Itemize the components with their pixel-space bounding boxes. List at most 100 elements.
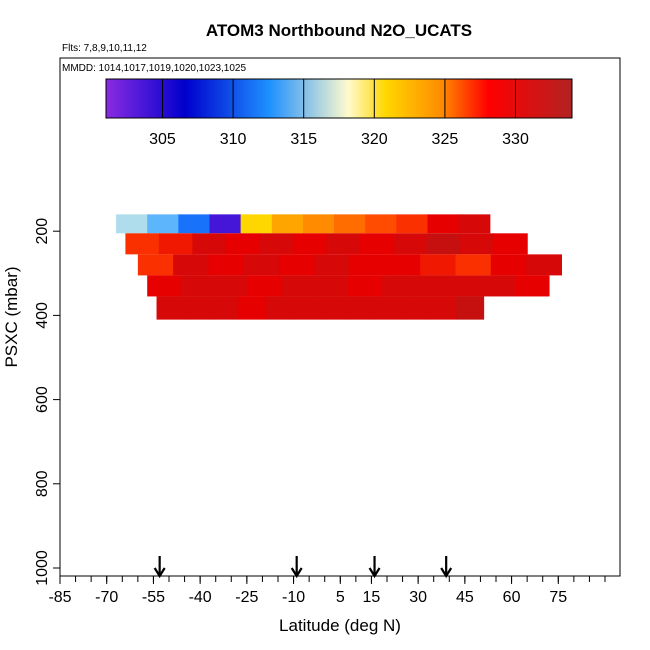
chart-title: ATOM3 Northbound N2O_UCATS [206,21,472,40]
heatmap-cell [259,233,294,255]
down-arrow-icon [368,556,381,579]
colorbar-tick-label: 305 [149,131,176,148]
heatmap-cell [314,275,349,297]
heatmap-cell [334,214,366,234]
heatmap-cell [238,296,267,320]
latitude-arrows [153,556,453,579]
heatmap-cell [265,296,294,320]
heatmap-cell [225,233,260,255]
x-tick-label: -25 [235,589,258,606]
x-tick-label: 60 [503,589,521,606]
heatmap-cell [393,233,428,255]
heatmap-cell [279,254,315,276]
heatmap-cell [458,214,491,234]
heatmap-cell [302,214,335,234]
flights-label: Flts: 7,8,9,10,11,12 [62,43,147,54]
heatmap-cell [292,296,321,320]
x-tick-label: 45 [456,589,474,606]
colorbar-ticks: 305 310 315 320 325 330 [149,79,529,148]
heatmap-cell [271,214,304,234]
heatmap-cell [208,254,245,276]
heatmap-cell [415,275,450,297]
heatmap-cell [240,214,273,234]
heatmap-cell [137,254,174,276]
heatmap-cell [180,275,215,297]
heatmap-cell [381,275,416,297]
heatmap-cell [209,214,242,234]
colorbar-tick-label: 310 [220,131,247,148]
heatmap-cell [156,296,185,320]
x-tick-label: 5 [336,589,345,606]
heatmap-cells [116,214,562,320]
heatmap-cell [526,254,562,276]
heatmap-cell [292,233,327,255]
heatmap-cell [183,296,212,320]
heatmap-cell [481,275,517,297]
colorbar-tick-label: 325 [432,131,459,148]
heatmap-cell [349,254,386,276]
heatmap-cell [384,254,421,276]
heatmap-cell [426,233,461,255]
heatmap-cell [243,254,280,276]
heatmap-cell [515,275,550,297]
heatmap-cell [490,254,527,276]
heatmap-cell [116,214,148,234]
colorbar-gradient [105,78,573,119]
heatmap-cell [347,296,376,320]
heatmap-cell [247,275,282,297]
x-tick-label: -10 [282,589,305,606]
colorbar: 305 310 315 320 325 330 [105,78,573,148]
down-arrow-icon [440,556,453,579]
x-tick-label: 75 [549,589,567,606]
x-tick-label: -70 [95,589,118,606]
heatmap-cell [493,233,528,255]
y-axis: 200 400 600 800 1000 [34,218,60,586]
heatmap-cell [448,275,483,297]
y-tick-label: 800 [34,470,51,497]
heatmap-cell [429,296,457,320]
heatmap-cell [214,275,249,297]
heatmap-cell [456,296,485,320]
x-axis: -85 -70 -55 -40 -25 -10 5 15 30 45 60 75 [48,576,606,606]
heatmap-cell [427,214,460,234]
colorbar-tick-label: 315 [290,131,317,148]
heatmap-cell [281,275,316,297]
y-tick-label: 600 [34,386,51,413]
x-tick-label: -85 [48,589,71,606]
x-tick-label: 15 [363,589,381,606]
heatmap-cell [359,233,394,255]
x-axis-label: Latitude (deg N) [279,616,401,635]
colorbar-tick-label: 330 [502,131,529,148]
y-tick-label: 1000 [34,550,51,586]
heatmap-cell [396,214,429,234]
heatmap-cell [314,254,351,276]
heatmap-cell [211,296,239,320]
heatmap-cell [365,214,397,234]
heatmap-cell [158,233,193,255]
y-axis-label: PSXC (mbar) [2,266,21,367]
heatmap-cell [320,296,348,320]
dates-label: MMDD: 1014,1017,1019,1020,1023,1025 [62,63,246,74]
colorbar-tick-label: 320 [361,131,388,148]
heatmap-cell [125,233,160,255]
heatmap-cell [348,275,383,297]
x-tick-label: 30 [409,589,427,606]
heatmap-cell [420,254,457,276]
heatmap-cell [147,214,179,234]
x-tick-label: -55 [142,589,165,606]
heatmap-cell [374,296,403,320]
heatmap-cell [192,233,227,255]
heatmap-cell [326,233,361,255]
y-tick-label: 200 [34,218,51,245]
heatmap-cell [455,254,492,276]
heatmap-cell [178,214,211,234]
heatmap-cell [173,254,210,276]
down-arrow-icon [290,556,303,579]
down-arrow-icon [153,556,166,579]
heatmap-cell [401,296,430,320]
y-tick-label: 400 [34,302,51,329]
heatmap-cell [460,233,495,255]
heatmap-cell [147,275,182,297]
x-tick-label: -40 [189,589,212,606]
